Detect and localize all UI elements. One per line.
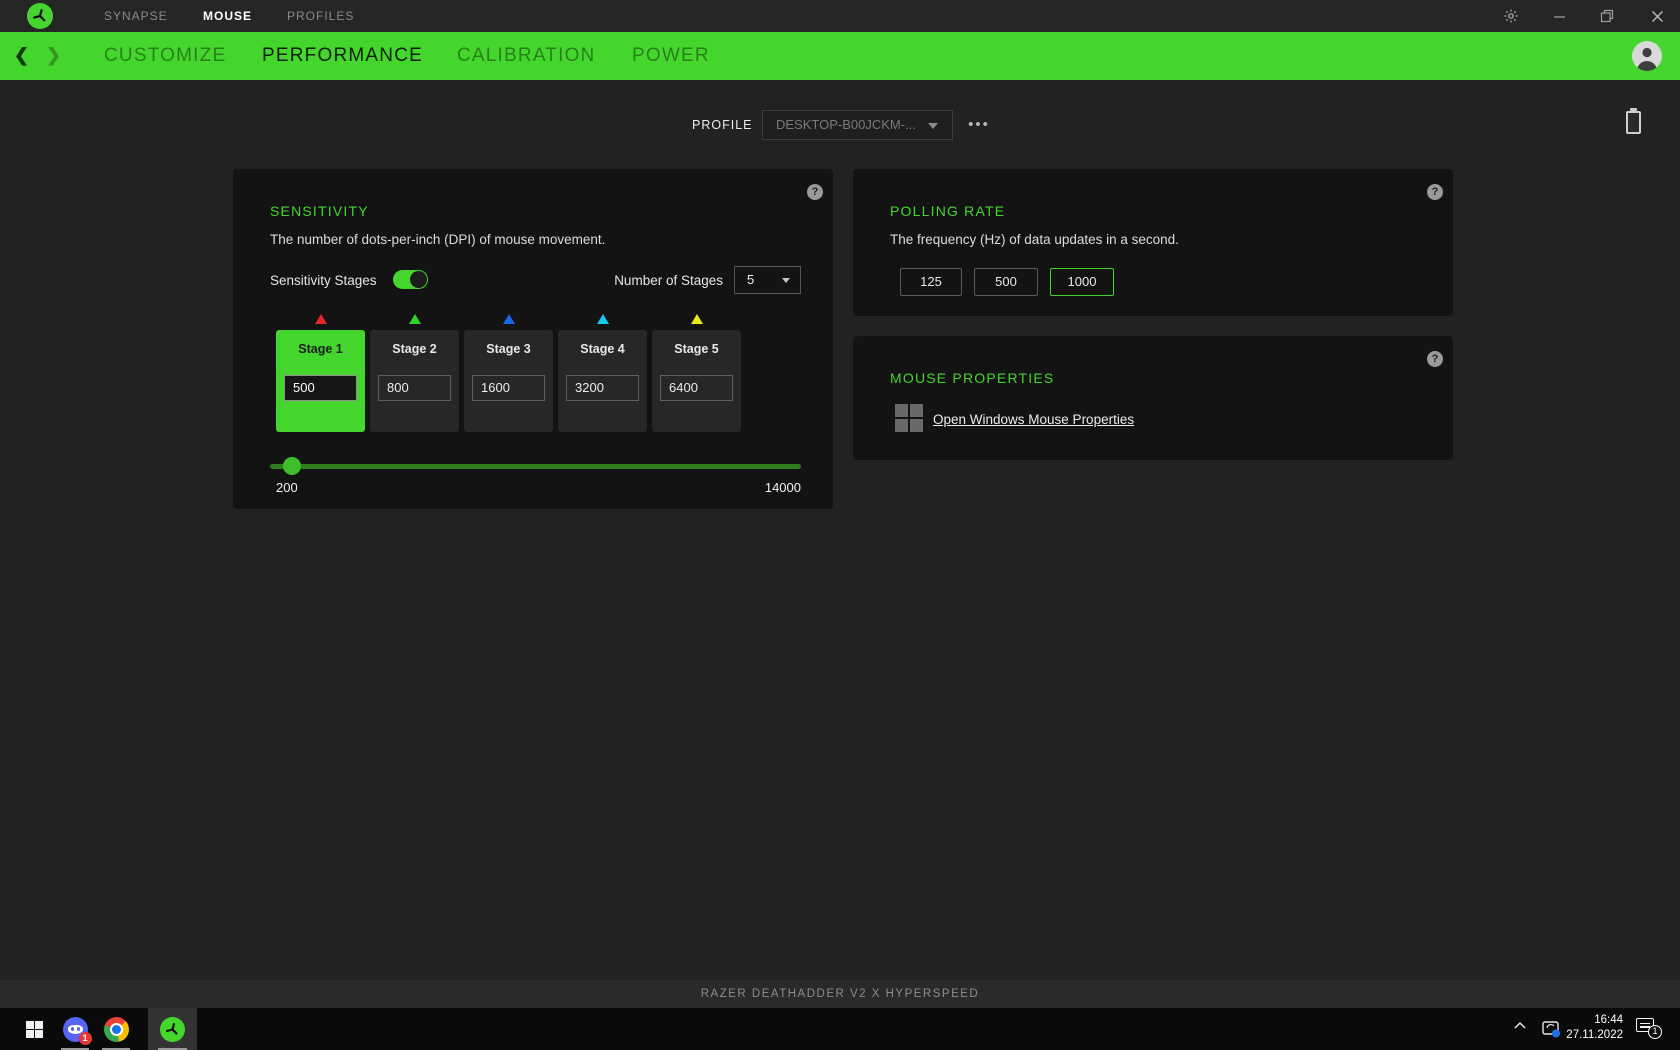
- polling-rate-title: POLLING RATE: [890, 203, 1006, 219]
- dpi-input[interactable]: 500: [284, 375, 357, 401]
- avatar[interactable]: [1632, 41, 1662, 71]
- number-of-stages-dropdown[interactable]: 5: [734, 266, 801, 294]
- dpi-input[interactable]: 800: [378, 375, 451, 401]
- help-icon[interactable]: ?: [1427, 351, 1443, 367]
- tray-clock[interactable]: 16:44 27.11.2022: [1545, 1013, 1623, 1043]
- polling-rate-panel: ? POLLING RATE The frequency (Hz) of dat…: [853, 169, 1453, 316]
- polling-rate-description: The frequency (Hz) of data updates in a …: [890, 232, 1179, 247]
- profile-dropdown[interactable]: DESKTOP-B00JCKM-...: [762, 110, 953, 140]
- minimize-icon[interactable]: [1539, 0, 1579, 32]
- restore-icon[interactable]: [1587, 0, 1627, 32]
- discord-icon: 1: [62, 1016, 92, 1045]
- sensitivity-title: SENSITIVITY: [270, 203, 369, 219]
- titlebar-tab-profiles[interactable]: PROFILES: [287, 9, 355, 23]
- titlebar-tab-synapse[interactable]: SYNAPSE: [104, 9, 168, 23]
- tab-power[interactable]: POWER: [632, 45, 710, 66]
- taskbar-chrome[interactable]: [93, 1008, 139, 1050]
- back-chevron-icon[interactable]: ❮: [14, 45, 30, 65]
- chevron-down-icon: [782, 278, 790, 283]
- chrome-icon: [103, 1016, 129, 1042]
- toggle-knob: [410, 271, 427, 288]
- tray-date: 27.11.2022: [1566, 1029, 1623, 1041]
- razer-taskbar-icon: [160, 1016, 185, 1042]
- profile-label: PROFILE: [692, 118, 753, 132]
- dpi-input[interactable]: 6400: [660, 375, 733, 401]
- stage-marker: [690, 314, 703, 324]
- forward-chevron-icon[interactable]: ❯: [46, 45, 62, 65]
- stage-marker: [408, 314, 421, 324]
- action-center-icon[interactable]: 1: [1636, 1017, 1662, 1039]
- mouse-properties-panel: ? MOUSE PROPERTIES Open Windows Mouse Pr…: [853, 336, 1453, 460]
- slider-min-label: 200: [276, 480, 298, 495]
- tray-time: 16:44: [1594, 1014, 1623, 1026]
- device-name: RAZER DEATHADDER V2 X HYPERSPEED: [700, 988, 980, 1000]
- notification-badge: 1: [1648, 1025, 1662, 1039]
- stage-card-4[interactable]: Stage 4 3200: [558, 330, 647, 432]
- stage-label: Stage 2: [392, 342, 437, 356]
- polling-option-500[interactable]: 500: [974, 268, 1038, 296]
- dpi-slider-track[interactable]: [270, 464, 801, 469]
- dpi-slider-knob[interactable]: [283, 457, 301, 475]
- open-mouse-properties-link[interactable]: Open Windows Mouse Properties: [933, 412, 1135, 427]
- dpi-input[interactable]: 1600: [472, 375, 545, 401]
- dpi-input[interactable]: 3200: [566, 375, 639, 401]
- polling-option-125[interactable]: 125: [900, 268, 962, 296]
- razer-logo-icon: [27, 3, 53, 29]
- close-icon[interactable]: [1637, 0, 1677, 32]
- sensitivity-panel: ? SENSITIVITY The number of dots-per-inc…: [233, 169, 833, 509]
- taskbar-razer-synapse[interactable]: [148, 1008, 197, 1050]
- stage-marker: [314, 314, 327, 324]
- tray-chevron-icon[interactable]: [1513, 1019, 1527, 1038]
- sensitivity-description: The number of dots-per-inch (DPI) of mou…: [270, 232, 606, 247]
- titlebar-tab-mouse[interactable]: MOUSE: [203, 9, 253, 23]
- battery-icon: [1626, 108, 1641, 134]
- taskbar: 1: [0, 1008, 1680, 1050]
- display-switch-icon[interactable]: [1540, 1018, 1562, 1045]
- stage-card-5[interactable]: Stage 5 6400: [652, 330, 741, 432]
- device-footer: RAZER DEATHADDER V2 X HYPERSPEED: [0, 980, 1680, 1008]
- tab-customize[interactable]: CUSTOMIZE: [104, 45, 227, 66]
- chevron-down-icon: [928, 123, 938, 129]
- settings-gear-icon[interactable]: [1491, 0, 1531, 32]
- stage-cards: Stage 1 500 Stage 2 800 Stage 3 1600 Sta…: [276, 330, 741, 432]
- sensitivity-stages-label: Sensitivity Stages: [270, 273, 377, 288]
- stage-label: Stage 1: [298, 342, 343, 356]
- stage-markers: [276, 314, 746, 324]
- windows-logo-icon: [895, 404, 923, 432]
- sensitivity-stages-toggle[interactable]: [393, 270, 428, 289]
- stage-card-2[interactable]: Stage 2 800: [370, 330, 459, 432]
- profile-more-button[interactable]: •••: [968, 116, 990, 133]
- help-icon[interactable]: ?: [1427, 184, 1443, 200]
- discord-badge: 1: [78, 1031, 92, 1045]
- stage-marker: [596, 314, 609, 324]
- taskbar-discord[interactable]: 1: [52, 1008, 98, 1050]
- tab-performance[interactable]: PERFORMANCE: [262, 45, 423, 66]
- stage-marker: [502, 314, 515, 324]
- polling-option-1000[interactable]: 1000: [1050, 268, 1114, 296]
- start-button[interactable]: [14, 1008, 54, 1050]
- stage-label: Stage 3: [486, 342, 531, 356]
- stage-label: Stage 5: [674, 342, 719, 356]
- titlebar: SYNAPSE MOUSE PROFILES: [0, 0, 1680, 32]
- stage-card-3[interactable]: Stage 3 1600: [464, 330, 553, 432]
- help-icon[interactable]: ?: [807, 184, 823, 200]
- slider-max-label: 14000: [764, 480, 801, 495]
- tab-calibration[interactable]: CALIBRATION: [457, 45, 596, 66]
- windows-start-icon: [25, 1020, 43, 1038]
- stage-card-1[interactable]: Stage 1 500: [276, 330, 365, 432]
- number-of-stages-label: Number of Stages: [614, 273, 723, 288]
- subnav-bar: ❮ ❯ CUSTOMIZE PERFORMANCE CALIBRATION PO…: [0, 32, 1680, 80]
- mouse-properties-title: MOUSE PROPERTIES: [890, 370, 1055, 386]
- stage-label: Stage 4: [580, 342, 625, 356]
